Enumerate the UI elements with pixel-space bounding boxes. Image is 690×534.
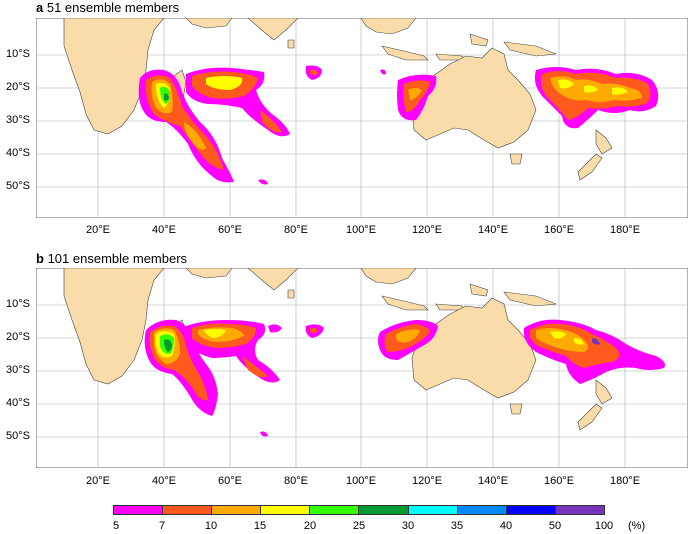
colorbar-segment <box>359 506 409 514</box>
lon-label: 100°E <box>345 224 377 236</box>
africa-landmass <box>63 18 165 135</box>
panel-a-letter: a <box>36 0 44 15</box>
lon-label: 60°E <box>218 475 242 487</box>
arabia-landmass <box>185 18 233 29</box>
lon-label: 160°E <box>543 475 575 487</box>
lon-label: 40°E <box>152 224 176 236</box>
field-a-pacific-yellow <box>558 79 628 95</box>
india-landmass <box>247 18 299 41</box>
field-b-cocos-orange <box>310 327 318 333</box>
colorbar-segment <box>163 506 213 514</box>
colorbar-segment <box>261 506 311 514</box>
colorbar-segment <box>457 506 507 514</box>
sri-lanka-island <box>287 39 295 49</box>
tasmania-island <box>509 403 523 415</box>
panel-a-title: a 51 ensemble members <box>36 0 179 15</box>
colorbar-unit: (%) <box>628 520 646 532</box>
colorbar-tick-label: 15 <box>253 520 267 532</box>
colorbar-tick-label: 10 <box>204 520 218 532</box>
lon-label: 140°E <box>477 224 509 236</box>
sri-lanka-island <box>287 289 295 299</box>
panel-b-caption: 101 ensemble members <box>47 251 188 266</box>
colorbar-tick-label: 30 <box>401 520 415 532</box>
panel-a-caption: 51 ensemble members <box>46 0 180 15</box>
colorbar-segment <box>506 506 556 514</box>
colorbar-segment <box>212 506 262 514</box>
southeast-asia-landmass <box>360 18 417 35</box>
lat-label: 10°S <box>6 48 30 60</box>
colorbar-segment <box>555 506 604 514</box>
new-zealand-north <box>595 129 613 155</box>
field-a-moz-darkgreen <box>164 93 169 101</box>
india-landmass <box>247 268 299 291</box>
lon-label: 80°E <box>284 475 308 487</box>
field-b-pacific-purple <box>592 338 600 345</box>
lon-label: 100°E <box>345 475 377 487</box>
lon-label: 80°E <box>284 224 308 236</box>
lon-label: 20°E <box>86 475 110 487</box>
new-zealand-south <box>577 153 603 181</box>
map-b-svg <box>36 268 688 468</box>
field-a-cocos-orange <box>310 69 318 75</box>
colorbar-tick-label: 50 <box>548 520 562 532</box>
lon-label: 20°E <box>86 224 110 236</box>
colorbar-segment <box>408 506 458 514</box>
colorbar-segment <box>114 506 164 514</box>
field-b-pacific-yellow <box>550 331 584 345</box>
map-a-svg <box>36 18 688 218</box>
lat-label: 20°S <box>6 331 30 343</box>
lon-label: 60°E <box>218 224 242 236</box>
lon-label: 180°E <box>609 224 641 236</box>
lon-label: 120°E <box>411 475 443 487</box>
lat-label: 50°S <box>6 180 30 192</box>
colorbar-tick-label: 25 <box>352 520 366 532</box>
colorbar-segment <box>310 506 360 514</box>
colorbar-tick-label: 35 <box>450 520 464 532</box>
field-a-reunion-yellow <box>206 76 243 90</box>
field-b-small-magenta <box>260 431 268 437</box>
lat-label: 40°S <box>6 147 30 159</box>
panel-b-letter: b <box>36 251 44 266</box>
map-b-probability-field <box>144 319 665 437</box>
lon-label: 140°E <box>477 475 509 487</box>
field-b-moz-darkgreen <box>164 339 172 352</box>
lon-label: 120°E <box>411 224 443 236</box>
field-b-east-yellow <box>204 329 226 338</box>
lat-label: 10°S <box>6 298 30 310</box>
panel-b-title: b 101 ensemble members <box>36 251 187 266</box>
lat-label: 30°S <box>6 364 30 376</box>
field-b-pacific-amber <box>536 328 588 352</box>
map-a-probability-field <box>138 65 659 185</box>
australia-landmass <box>411 47 537 149</box>
map-panel-a <box>36 18 688 218</box>
africa-landmass <box>63 268 165 385</box>
lon-label: 180°E <box>609 475 641 487</box>
lat-label: 30°S <box>6 114 30 126</box>
australia-landmass <box>411 297 537 399</box>
lat-label: 50°S <box>6 430 30 442</box>
arabia-landmass <box>185 268 233 279</box>
map-panel-b <box>36 268 688 468</box>
colorbar-tick-label: 100 <box>594 520 614 532</box>
tasmania-island <box>509 153 523 165</box>
colorbar-tick-label: 5 <box>112 520 120 532</box>
field-b-wa-amber <box>396 329 420 343</box>
southeast-asia-landmass <box>360 268 417 285</box>
colorbar-tick-label: 7 <box>158 520 166 532</box>
new-zealand-north <box>595 379 613 405</box>
lat-label: 40°S <box>6 397 30 409</box>
map-a-land <box>63 18 613 181</box>
lon-label: 160°E <box>543 224 575 236</box>
colorbar-tick-label: 20 <box>303 520 317 532</box>
field-a-wa-amber <box>408 88 422 100</box>
lat-label: 20°S <box>6 81 30 93</box>
colorbar <box>113 505 605 515</box>
new-zealand-south <box>577 403 603 431</box>
colorbar-tick-label: 40 <box>499 520 513 532</box>
lon-label: 40°E <box>152 475 176 487</box>
